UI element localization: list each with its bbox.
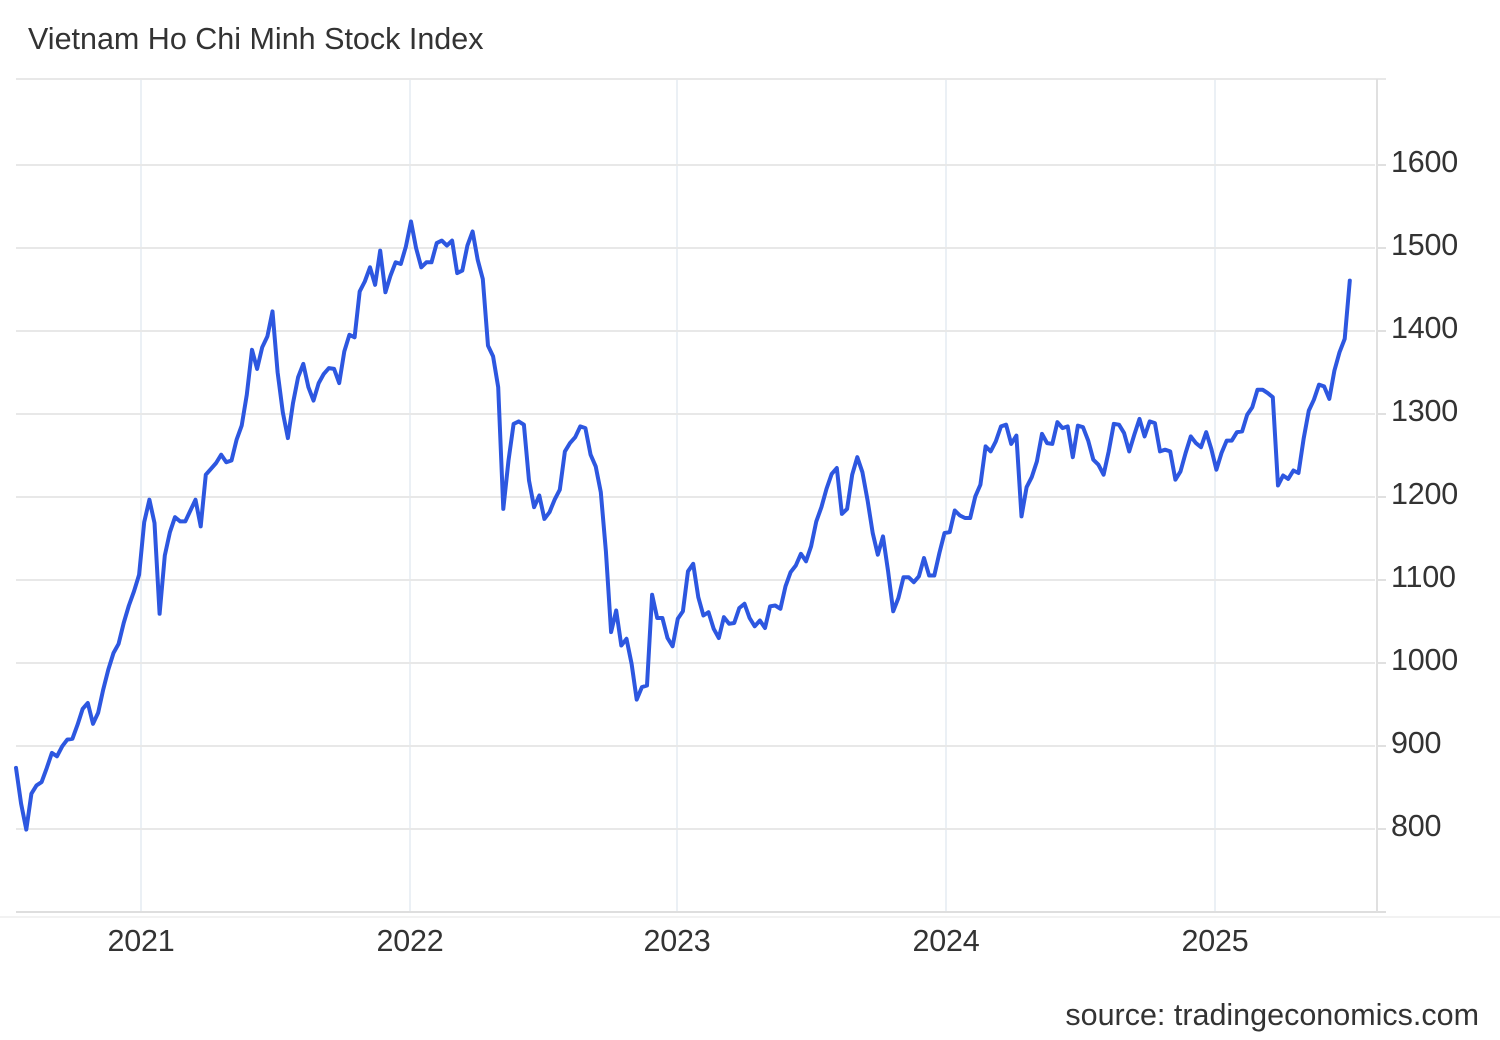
svg-text:2025: 2025 [1181,924,1248,958]
svg-text:2021: 2021 [107,924,174,958]
svg-text:2022: 2022 [376,924,443,958]
svg-text:1100: 1100 [1391,560,1456,594]
svg-text:1600: 1600 [1391,145,1458,179]
svg-text:900: 900 [1391,726,1441,760]
svg-text:2024: 2024 [912,924,979,958]
svg-text:1300: 1300 [1391,394,1458,428]
svg-text:1400: 1400 [1391,311,1458,345]
svg-text:1500: 1500 [1391,228,1458,262]
svg-text:800: 800 [1391,809,1441,843]
svg-text:2023: 2023 [643,924,710,958]
svg-text:1000: 1000 [1391,643,1458,677]
svg-text:1200: 1200 [1391,477,1458,511]
